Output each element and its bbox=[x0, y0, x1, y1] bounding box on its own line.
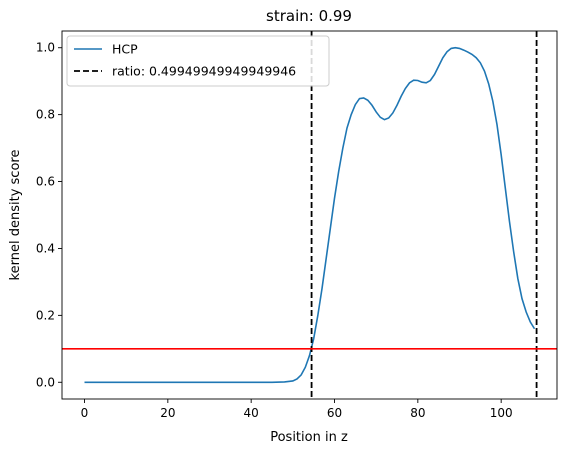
x-tick-label: 80 bbox=[410, 406, 425, 420]
chart-title: strain: 0.99 bbox=[266, 7, 352, 25]
x-tick-label: 20 bbox=[160, 406, 175, 420]
legend-box bbox=[66, 35, 330, 87]
x-tick-label: 100 bbox=[490, 406, 513, 420]
y-axis-label: kernel density score bbox=[8, 150, 23, 281]
legend-label-2: ratio: 0.49949949949949946 bbox=[112, 64, 296, 79]
y-tick-label: 0.4 bbox=[36, 241, 55, 255]
legend: HCP ratio: 0.49949949949949946 bbox=[66, 35, 330, 87]
legend-label-1: HCP bbox=[112, 42, 138, 57]
x-tick-label: 60 bbox=[327, 406, 342, 420]
axes-frame bbox=[61, 30, 558, 400]
x-tick-label: 0 bbox=[81, 406, 89, 420]
x-tick-label: 40 bbox=[244, 406, 259, 420]
y-tick-label: 0.2 bbox=[36, 308, 55, 322]
x-axis-label: Position in z bbox=[270, 430, 348, 445]
y-tick-label: 0.0 bbox=[36, 375, 55, 389]
plot-area: 0 20 40 60 80 100 0.0 0.2 0.4 0.6 0.8 1.0 bbox=[36, 30, 558, 420]
y-tick-label: 1.0 bbox=[36, 41, 55, 55]
series-line-hcp bbox=[84, 46, 536, 384]
y-tick-label: 0.8 bbox=[36, 108, 55, 122]
y-tick-label: 0.6 bbox=[36, 175, 55, 189]
